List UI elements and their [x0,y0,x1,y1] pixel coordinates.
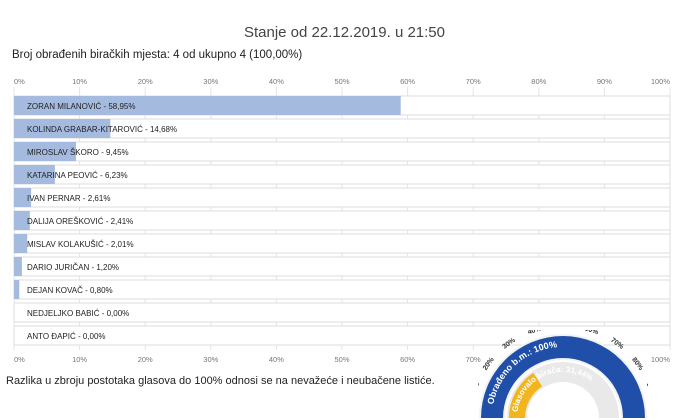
bar-track [13,325,671,346]
gauge-tick-label: 40% [527,330,543,336]
gauge-tick-label: 70% [609,337,625,351]
bottom-tick-label: 20% [138,355,153,364]
bottom-tick-label: 10% [72,355,87,364]
top-tick-label: 80% [531,77,546,86]
top-tick-label: 50% [334,77,349,86]
gauge-inner-bar [509,372,543,418]
top-tick-label: 30% [203,77,218,86]
bar-label: KOLINDA GRABAR-KITAROVIĆ - 14,68% [27,125,177,134]
bottom-tick-label: 40% [269,355,284,364]
top-tick-label: 100% [651,77,671,86]
bar-label: IVAN PERNAR - 2,61% [27,194,110,203]
top-tick-label: 20% [138,77,153,86]
gauge-tick-label: 10% [478,381,482,397]
footnote-text: Razlika u zbroju postotaka glasova do 10… [6,375,435,387]
bar-track [13,187,671,208]
bar [14,119,111,138]
top-tick-label: 90% [597,77,612,86]
gauge-outer-bar [481,335,645,418]
bar-label: ANTO ĐAPIĆ - 0,00% [27,332,106,341]
top-tick-label: 10% [72,77,87,86]
bottom-tick-label: 50% [334,355,349,364]
bar-label: DARIO JURIČAN - 1,20% [27,263,119,272]
bar-label: NEDJELJKO BABIĆ - 0,00% [27,309,129,318]
bar [14,165,55,184]
bar-label: DALIJA OREŠKOVIĆ - 2,41% [27,217,133,226]
bar-label: MIROSLAV ŠKORO - 9,45% [27,148,129,157]
status-title: Stanje od 22.12.2019. u 21:50 [243,24,445,41]
stations-processed-text: Broj obrađenih biračkih mjesta: 4 od uku… [12,49,303,61]
gauge-tick-label: 90% [645,382,648,398]
bar-label: DEJAN KOVAČ - 0,80% [27,286,113,295]
bar [14,142,76,161]
bottom-tick-label: 60% [400,355,415,364]
bar [14,96,401,115]
top-tick-label: 70% [466,77,481,86]
bar-label: MISLAV KOLAKUŠIĆ - 2,01% [27,240,134,249]
bottom-tick-label: 0% [14,355,25,364]
bar [14,280,20,299]
top-tick-label: 60% [400,77,415,86]
results-bar-chart: 0% 0% 10% 10% 20% 20% 30% 30% 40% 40% 50% 50% 60% 60%… [13,77,671,364]
bar [14,188,32,207]
bar [14,257,22,276]
turnout-gauge: Obrađeno b.m.: 100%Glasovalo birača: 31,… [478,330,648,418]
bar-label: KATARINA PEOVIĆ - 6,23% [27,171,128,180]
top-tick-label: 0% [14,77,25,86]
bar [14,234,28,253]
gauge-tick-label: 20% [482,356,496,372]
gauge-tick-label: 80% [630,356,644,372]
bottom-tick-label: 100% [651,355,671,364]
bar-track [13,302,671,323]
bar-label: ZORAN MILANOVIĆ - 58,95% [27,102,135,111]
gauge-tick-label: 30% [501,336,517,350]
gauge-tick-label: 60% [584,330,600,337]
bottom-tick-label: 30% [203,355,218,364]
bar [14,211,30,230]
top-tick-label: 40% [269,77,284,86]
bottom-tick-label: 70% [466,355,481,364]
